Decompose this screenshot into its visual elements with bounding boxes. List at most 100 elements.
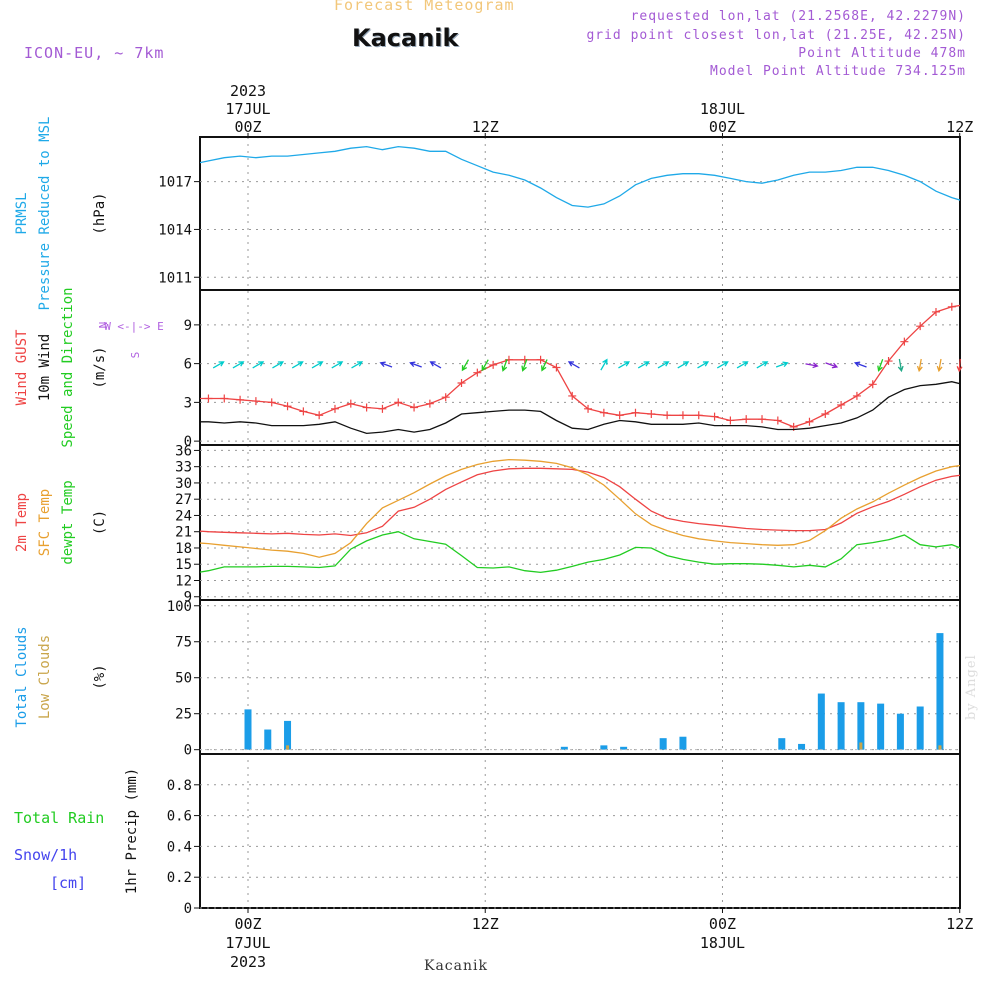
precip-legend-label: Snow/1h <box>14 846 77 864</box>
total-cloud-bar <box>659 738 667 750</box>
temperature-ytick-label: 30 <box>175 476 192 492</box>
clouds-axis-label: Low Clouds <box>37 635 53 719</box>
point-altitude: Point Altitude 478m <box>798 46 966 61</box>
total-cloud-bar <box>877 703 885 750</box>
wind-direction-arrow <box>677 361 690 369</box>
gust-marker <box>315 411 324 420</box>
total-cloud-bar <box>837 702 845 750</box>
bottom-time-label: 00Z <box>709 915 736 933</box>
wind-direction-arrow <box>897 358 904 373</box>
gust-marker <box>489 360 498 369</box>
gust-marker <box>647 410 656 418</box>
gust-marker <box>631 408 640 417</box>
wind-direction-arrow <box>501 359 508 372</box>
precip-ytick-label: 0.4 <box>167 839 192 855</box>
gust-marker <box>584 404 593 413</box>
wind-direction-arrow <box>481 359 489 372</box>
clouds-axis-label: Total Clouds <box>14 626 30 727</box>
precip-ytick-label: 0 <box>184 901 192 917</box>
temperature-axis-label: 2m Temp <box>14 493 30 552</box>
pressure-series-line <box>200 145 960 208</box>
temperature-ytick-label: 15 <box>175 557 192 573</box>
temperature-ytick-label: 24 <box>175 508 192 524</box>
wind-direction-arrow <box>351 361 364 369</box>
gust-marker <box>394 398 403 407</box>
gust-marker <box>710 412 719 421</box>
clouds-ytick-label: 0 <box>184 743 192 759</box>
clouds-ytick-label: 50 <box>175 671 192 687</box>
total-cloud-bar <box>817 693 825 750</box>
total-cloud-bar <box>620 746 628 750</box>
bottom-time-label: 12Z <box>946 915 973 933</box>
gust-marker <box>410 403 419 412</box>
model-point-altitude: Model Point Altitude 734.125m <box>710 64 966 79</box>
gust-marker <box>773 416 782 425</box>
compass-south: S <box>129 352 142 359</box>
total-cloud-bar <box>244 709 252 750</box>
wind-direction-arrow <box>637 361 650 369</box>
pressure-panel-frame <box>199 136 961 291</box>
wind-ytick-label: 0 <box>184 434 192 450</box>
gust-marker <box>283 402 292 411</box>
grid-point-coordinates: grid point closest lon,lat (21.25E, 42.2… <box>586 28 966 43</box>
gust-marker <box>568 391 577 400</box>
gust-marker <box>457 379 466 387</box>
clouds-ytick-label: 75 <box>175 635 192 651</box>
temperature-ytick-label: 9 <box>184 590 192 606</box>
gust-marker <box>726 416 735 425</box>
wind-ytick-label: 6 <box>184 357 192 373</box>
gust-marker <box>884 357 893 366</box>
wind-direction-arrow <box>461 359 470 372</box>
wind-direction-arrow <box>853 361 867 368</box>
top-time-label: 17JUL <box>225 100 270 118</box>
gust-marker <box>536 355 545 364</box>
gust-marker <box>678 411 687 420</box>
wind-direction-arrow <box>618 361 631 369</box>
wind-direction-arrow <box>311 361 324 369</box>
low-cloud-bar <box>286 745 290 750</box>
wind-axis-label: 10m Wind <box>37 334 53 401</box>
top-time-label: 12Z <box>472 118 499 136</box>
gust-marker <box>441 393 450 402</box>
total-cloud-bar <box>284 720 292 750</box>
gust-marker <box>947 302 956 311</box>
bottom-time-label: 00Z <box>234 915 261 933</box>
temperature-ytick-label: 33 <box>175 460 192 476</box>
total-cloud-bar <box>600 745 608 750</box>
temperature-ytick-label: 18 <box>175 541 192 557</box>
temperature-series-line <box>200 458 960 558</box>
gust-marker <box>236 395 245 404</box>
gust-marker <box>520 355 529 364</box>
total-cloud-bar <box>679 736 687 750</box>
gust-marker <box>204 394 213 403</box>
bottom-time-label: 17JUL <box>225 934 270 952</box>
total-cloud-bar <box>857 702 865 750</box>
temperature-panel-frame <box>199 444 961 601</box>
bottom-time-label: 12Z <box>472 915 499 933</box>
gust-marker <box>299 407 308 416</box>
wind-direction-arrow <box>956 358 963 373</box>
total-cloud-bar <box>264 729 272 750</box>
wind-axis-label: (m/s) <box>92 346 108 388</box>
footer-location: Kacanik <box>424 958 488 974</box>
precip-legend-label: Total Rain <box>14 809 104 827</box>
top-time-label: 12Z <box>946 118 973 136</box>
clouds-panel-frame <box>199 599 961 755</box>
wind-series-line <box>200 381 960 435</box>
gust-marker <box>378 404 387 413</box>
gust-marker <box>425 399 434 408</box>
gust-marker <box>362 403 371 412</box>
precip-axis-label: 1hr Precip (mm) <box>124 768 140 894</box>
temperature-ytick-label: 21 <box>175 525 192 541</box>
clouds-ytick-label: 100 <box>167 599 192 615</box>
requested-coordinates: requested lon,lat (21.2568E, 42.2279N) <box>630 9 966 24</box>
clouds-axis-label: (%) <box>92 664 108 689</box>
wind-direction-arrow <box>600 358 608 371</box>
precip-ytick-label: 0.8 <box>167 778 192 794</box>
wind-direction-arrow <box>541 359 548 372</box>
temperature-axis-label: (C) <box>92 510 108 535</box>
wind-ytick-label: 9 <box>184 318 192 334</box>
temperature-series-line <box>200 467 960 537</box>
precip-legend-label: [cm] <box>50 874 86 892</box>
